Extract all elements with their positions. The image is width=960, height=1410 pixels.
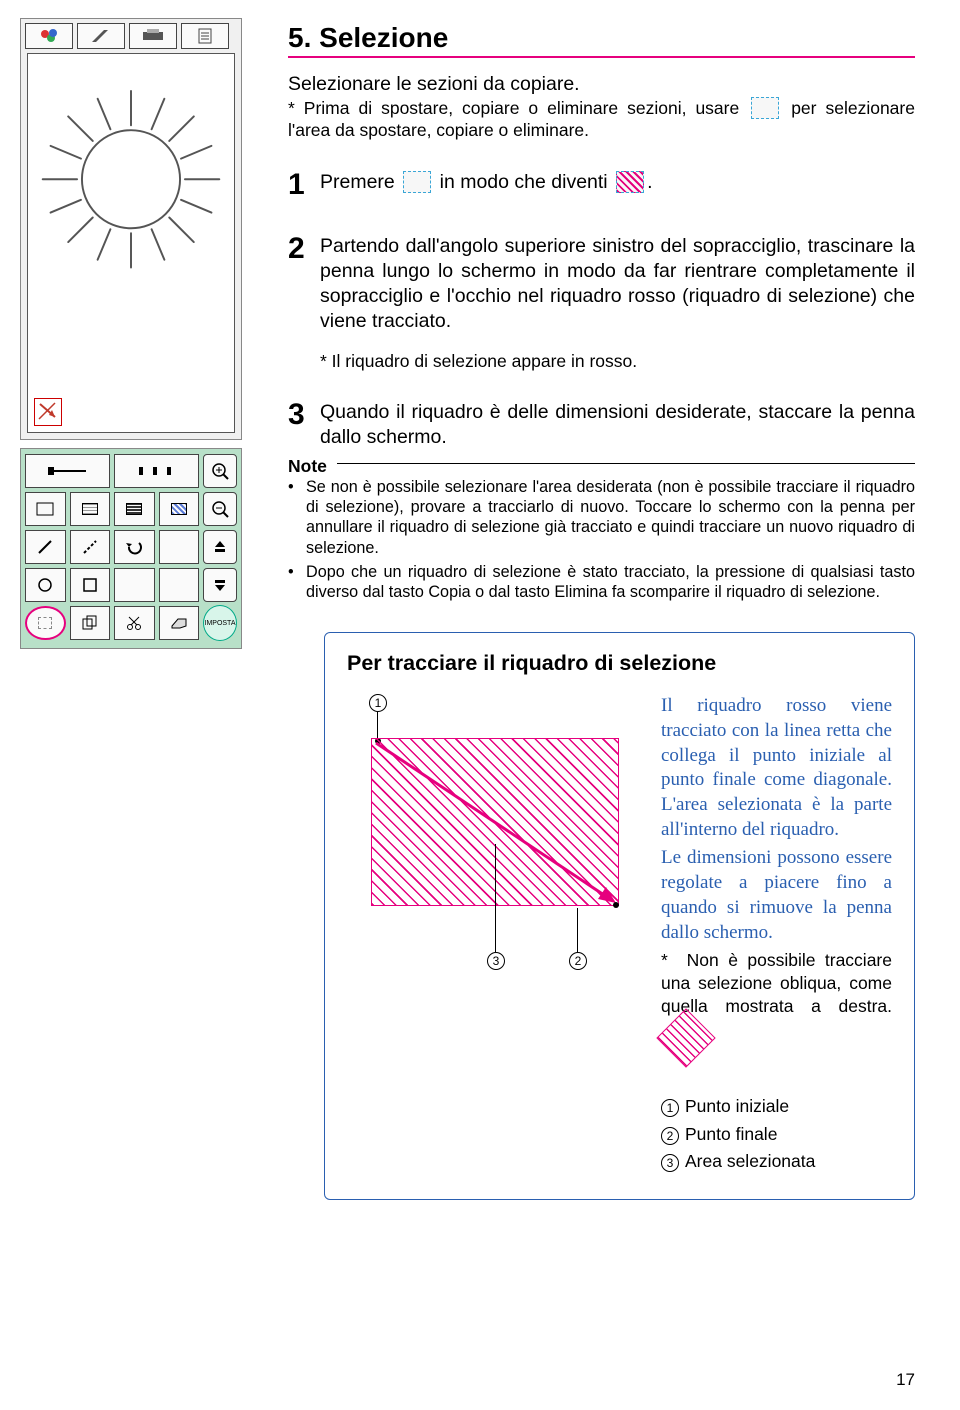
oblique-selection-icon (656, 1009, 715, 1068)
legend-1: Punto iniziale (685, 1096, 789, 1116)
selection-indicator-icon (34, 398, 62, 426)
toolbar-color-icon (25, 23, 73, 49)
palette-blank2 (114, 568, 155, 602)
select-tool-icon (25, 606, 66, 640)
toolbar-print-icon (129, 23, 177, 49)
info-p2: Le dimensioni possono essere regolate a … (661, 846, 892, 945)
device-panel (20, 18, 242, 440)
palette-fill4-icon (159, 492, 200, 526)
callout-2: 2 (569, 952, 587, 970)
zoom-out-icon (203, 492, 237, 526)
copy-tool-icon (70, 606, 111, 640)
select-icon-active (616, 171, 644, 193)
palette-dashslash-icon (70, 530, 111, 564)
tool-palette: IMPOSTA (20, 448, 242, 649)
erase-tool-icon (159, 606, 200, 640)
callout-3-line (495, 844, 496, 952)
callout-1: 1 (369, 694, 387, 712)
step-3-text: Quando il riquadro è delle dimensioni de… (320, 400, 915, 450)
info-p3: Non è possibile tracciare una selezione … (661, 950, 892, 1016)
step-1-number: 1 (288, 170, 310, 200)
drawing-canvas (27, 53, 235, 433)
sub-pre: * Prima di spostare, copiare o eliminare… (288, 98, 748, 118)
info-p3-wrap: * Non è possibile tracciare una selezion… (661, 949, 892, 1059)
step-3: 3 Quando il riquadro è delle dimensioni … (288, 400, 915, 450)
palette-blank1 (159, 530, 200, 564)
info-p1: Il riquadro rosso viene tracciato con la… (661, 694, 892, 842)
palette-fill3-icon (114, 492, 155, 526)
sidebar-screenshot: IMPOSTA (20, 18, 242, 649)
diagram: 1 2 3 (347, 694, 637, 994)
legend-2-num: 2 (661, 1127, 679, 1145)
step-2-text: Partendo dall'angolo superiore sinistro … (320, 234, 915, 334)
lead-sub: * Prima di spostare, copiare o eliminare… (288, 97, 915, 142)
imposta-button: IMPOSTA (203, 606, 237, 640)
legend-3-num: 3 (661, 1154, 679, 1172)
zoom-in-icon (203, 454, 237, 488)
point-2 (613, 902, 619, 908)
note-list: Se non è possibile selezionare l'area de… (288, 477, 915, 603)
palette-square-icon (70, 568, 111, 602)
step-3-number: 3 (288, 400, 310, 450)
legend: 1 Punto iniziale 2 Punto finale 3 Area sele… (661, 1093, 892, 1174)
palette-slash-icon (25, 530, 66, 564)
eject-up-icon (203, 530, 237, 564)
step-2: 2 Partendo dall'angolo superiore sinistr… (288, 234, 915, 372)
eject-down-icon (203, 568, 237, 602)
diagonal-arrow (372, 739, 620, 907)
select-icon-inline-2 (403, 171, 431, 193)
palette-circle-icon (25, 568, 66, 602)
toolbar-pen-icon (77, 23, 125, 49)
legend-1-num: 1 (661, 1099, 679, 1117)
palette-blank3 (159, 568, 200, 602)
palette-fill1-icon (25, 492, 66, 526)
note-item-2: Dopo che un riquadro di selezione è stat… (288, 562, 915, 603)
callout-3: 3 (487, 952, 505, 970)
step-1: 1 Premere in modo che diventi . (288, 170, 915, 200)
palette-line-icon (25, 454, 110, 488)
main-content: 5. Selezione Selezionare le sezioni da c… (288, 0, 915, 1200)
note-rule (337, 463, 915, 464)
section-number: 5. (288, 22, 311, 53)
sun-drawing (28, 54, 234, 432)
info-box-text: Il riquadro rosso viene tracciato con la… (661, 694, 892, 1175)
callout-2-line (577, 908, 578, 952)
section-title: Selezione (319, 22, 448, 53)
palette-undo-icon (114, 530, 155, 564)
info-box-title: Per tracciare il riquadro di selezione (347, 651, 892, 676)
imposta-label: IMPOSTA (203, 605, 237, 641)
cut-tool-icon (114, 606, 155, 640)
select-icon-inline (751, 97, 779, 119)
toolbar-page-icon (181, 23, 229, 49)
palette-fill2-icon (70, 492, 111, 526)
step-2-note: * Il riquadro di selezione appare in ros… (320, 350, 915, 372)
step-2-number: 2 (288, 234, 310, 372)
palette-lines-icon (114, 454, 199, 488)
step1-mid: in modo che diventi (434, 171, 613, 193)
section-heading: 5. Selezione (288, 22, 915, 54)
legend-3: Area selezionata (685, 1151, 815, 1171)
step-1-body: Premere in modo che diventi . (320, 170, 915, 200)
step1-pre: Premere (320, 171, 400, 193)
info-box: Per tracciare il riquadro di selezione 1 (324, 632, 915, 1200)
callout-1-line (377, 712, 378, 740)
step1-post: . (647, 171, 652, 193)
lead-text: Selezionare le sezioni da copiare. (288, 72, 915, 97)
page-number: 17 (896, 1370, 915, 1390)
legend-2: Punto finale (685, 1124, 777, 1144)
heading-rule (288, 56, 915, 58)
panel-toolbar (21, 19, 241, 53)
note-head: Note (288, 456, 327, 477)
note-item-1: Se non è possibile selezionare l'area de… (288, 477, 915, 558)
